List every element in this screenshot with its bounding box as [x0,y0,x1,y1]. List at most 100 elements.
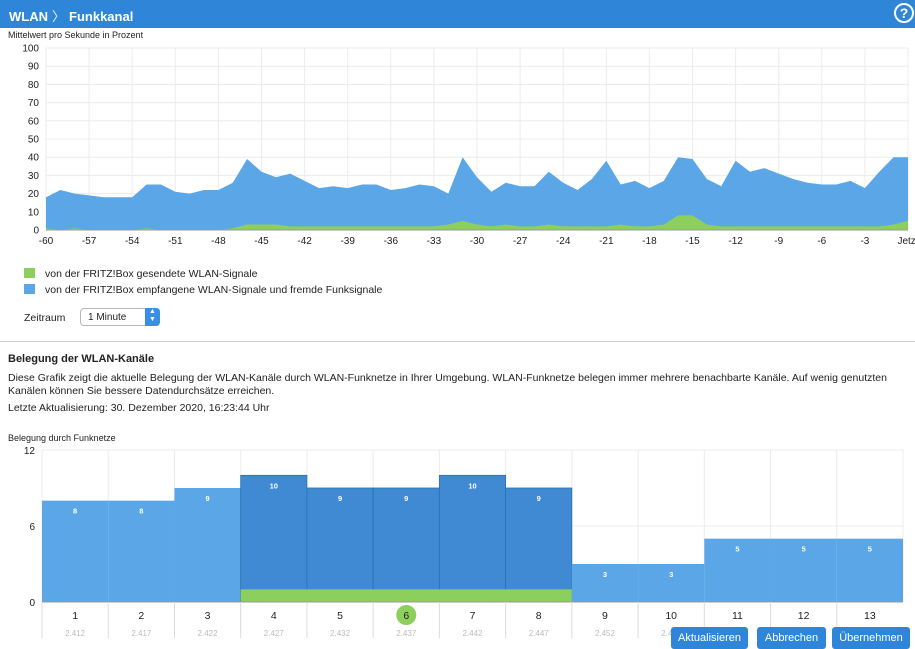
top-chart-label: Mittelwert pro Sekunde in Prozent [8,30,144,40]
channel-label: 9 [602,610,608,622]
selected-channel-marker [396,605,417,625]
channel-frequency: 2.452 [595,629,616,638]
zeitraum-value: 1 Minute [88,312,127,323]
channel-frequency: 2.442 [462,629,483,638]
y-tick-label: 80 [28,80,40,91]
x-tick-label: -36 [384,236,399,247]
channel-label: 8 [536,610,542,622]
bar-value-label: 9 [338,494,342,503]
legend-swatch-blue [24,284,35,294]
divider [0,341,915,342]
section-title: Belegung der WLAN-Kanäle [8,353,155,365]
channel-frequency: 2.437 [396,629,417,638]
breadcrumb: WLAN 〉 Funkkanal [9,6,133,25]
y-tick-label: 60 [28,116,40,127]
channel-label: 10 [665,610,677,622]
y-tick-label: 6 [29,522,35,533]
x-tick-label: -51 [168,236,183,247]
x-tick-label: -15 [685,236,700,247]
bar-value-label: 5 [735,545,739,554]
bar-value-label: 5 [802,545,806,554]
legend-item-sent: von der FRITZ!Box gesendete WLAN-Signale [24,268,257,280]
channel-frequency: 2.427 [264,629,285,638]
y-tick-label: 0 [29,598,35,609]
legend-item-received: von der FRITZ!Box empfangene WLAN-Signal… [24,284,382,296]
refresh-button[interactable]: Aktualisieren [671,627,748,649]
y-tick-label: 12 [24,446,36,457]
breadcrumb-funkkanal: Funkkanal [69,9,134,24]
channel-frequency: 2.447 [529,629,550,638]
x-tick-label: -3 [860,236,869,247]
channel-frequency: 2.412 [65,629,86,638]
sent-signal-area [46,215,908,230]
chevron-right-icon: 〉 [52,9,66,24]
channel-label: 3 [205,610,211,622]
x-tick-label: -39 [340,236,355,247]
bottom-chart-label: Belegung durch Funknetze [8,433,116,443]
x-tick-label: -48 [211,236,226,247]
zeitraum-select[interactable]: 1 Minute ▲ ▼ [80,308,160,326]
channel-frequency: 2.432 [330,629,351,638]
channel-bar-9 [571,564,639,602]
title-bar: WLAN 〉 Funkkanal ? [0,0,915,28]
channel-bar-13 [836,538,903,602]
channel-label: 1 [72,610,78,622]
received-signal-area [46,157,908,230]
channel-label: 6 [403,610,409,622]
channel-bar-12 [770,538,837,602]
bar-value-label: 10 [270,481,278,490]
channel-label: 7 [470,610,476,622]
x-tick-label: Jetzt [897,236,915,247]
bar-value-label: 9 [404,494,408,503]
bar-value-label: 10 [468,481,476,490]
channel-bar-chart: 12 6 0 8 8 9 10 9 9 10 9 3 3 5 5 5 1 2.412 2 2.417 3 2.422 4 2.… [24,446,904,638]
channel-label: 12 [798,610,810,622]
x-tick-label: -6 [817,236,826,247]
channel-bar-7 [438,474,507,603]
bar-value-label: 9 [205,494,209,503]
x-tick-label: -24 [556,236,571,247]
x-tick-label: -54 [125,236,140,247]
channel-bar-10 [638,564,705,602]
channel-bar-11 [704,538,771,602]
channel-bar-5 [306,487,374,603]
apply-button[interactable]: Übernehmen [832,627,910,649]
y-tick-label: 20 [28,189,40,200]
x-tick-label: -18 [642,236,657,247]
bar-value-label: 9 [537,494,541,503]
cancel-button[interactable]: Abbrechen [757,627,826,649]
x-tick-label: -60 [39,236,54,247]
breadcrumb-wlan[interactable]: WLAN [9,9,48,24]
channel-bar-3 [174,488,241,602]
zeitraum-label: Zeitraum [24,312,66,324]
select-arrows-icon: ▲ ▼ [145,308,160,326]
y-tick-label: 0 [33,226,39,237]
channel-bar-2 [108,500,175,602]
y-tick-label: 50 [28,135,40,146]
bar-value-label: 3 [669,570,673,579]
x-tick-label: -9 [774,236,783,247]
bar-value-label: 3 [603,570,607,579]
y-tick-label: 100 [22,44,39,55]
channel-label: 5 [337,610,343,622]
x-tick-label: -30 [470,236,485,247]
channel-bar-4 [240,474,308,603]
channel-frequency: 2.422 [198,629,219,638]
legend-label-received: von der FRITZ!Box empfangene WLAN-Signal… [45,284,383,296]
x-tick-label: -57 [82,236,97,247]
section-description: Diese Grafik zeigt die aktuelle Belegung… [8,372,887,397]
help-icon[interactable]: ? [894,3,914,23]
channel-bar-8 [505,487,573,603]
bar-value-label: 5 [868,545,872,554]
y-tick-label: 40 [28,153,40,164]
y-tick-label: 70 [28,98,40,109]
x-tick-label: -45 [254,236,269,247]
channel-bar-1 [42,500,109,602]
x-tick-label: -21 [599,236,614,247]
y-tick-label: 30 [28,171,40,182]
x-tick-label: -27 [513,236,528,247]
channel-label: 2 [138,610,144,622]
x-tick-label: -12 [728,236,743,247]
x-tick-label: -33 [427,236,442,247]
